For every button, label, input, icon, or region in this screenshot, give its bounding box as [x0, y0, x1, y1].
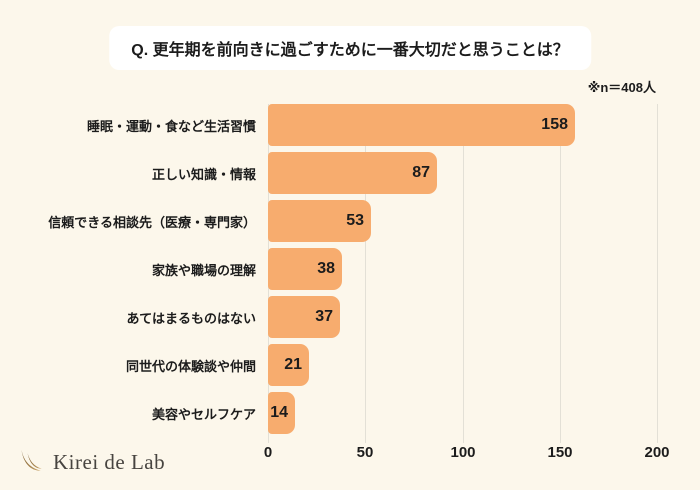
bar-value-label: 158: [541, 116, 568, 133]
x-tick-label: 0: [263, 444, 273, 461]
bar-track: 53: [268, 200, 684, 242]
x-tick-label: 50: [356, 444, 374, 461]
brand-logo: Kirei de Lab: [18, 447, 165, 477]
category-label: 美容やセルフケア: [151, 406, 256, 422]
bar-track: 37: [268, 296, 684, 338]
chart-row: 家族や職場の理解 38: [16, 245, 684, 293]
bar-track: 38: [268, 248, 684, 290]
bar-value-label: 87: [412, 164, 430, 181]
x-tick-label: 200: [644, 444, 670, 461]
bar[interactable]: 21: [268, 344, 309, 386]
category-label: 睡眠・運動・食など生活習慣: [86, 118, 256, 134]
chart-rows: 睡眠・運動・食など生活習慣 158 正しい知識・情報 87 信頼できる相談先（医療・専門…: [16, 101, 684, 437]
bar-track: 14: [268, 392, 684, 434]
category-label: 同世代の体験談や仲間: [125, 358, 256, 374]
gridline: [365, 104, 366, 443]
bar-chart: 睡眠・運動・食など生活習慣 158 正しい知識・情報 87 信頼できる相談先（医療・専門…: [16, 101, 684, 463]
category-label: あてはまるものはない: [126, 310, 256, 326]
chart-row: あてはまるものはない 37: [16, 293, 684, 341]
bar-value-label: 37: [315, 308, 333, 325]
chart-row: 美容やセルフケア 14: [16, 389, 684, 437]
bar-track: 87: [268, 152, 684, 194]
chart-title: Q. 更年期を前向きに過ごすために一番大切だと思うことは？: [109, 26, 591, 70]
bar-track: 158: [268, 104, 684, 146]
category-label: 家族や職場の理解: [151, 262, 256, 278]
sample-size-note: ※n＝408人: [587, 80, 656, 95]
chart-row: 同世代の体験談や仲間 21: [16, 341, 684, 389]
brand-logo-text: Kirei de Lab: [53, 449, 166, 474]
lash-swoosh-icon: [21, 449, 42, 471]
bar[interactable]: 14: [268, 392, 295, 434]
x-tick-label: 150: [547, 444, 573, 461]
gridline: [560, 104, 561, 443]
chart-row: 正しい知識・情報 87: [16, 149, 684, 197]
bar-track: 21: [268, 344, 684, 386]
chart-row: 信頼できる相談先（医療・専門家） 53: [16, 197, 684, 245]
x-axis: 0 50 100 150 200: [264, 444, 673, 464]
gridline: [463, 104, 464, 443]
gridline: [657, 104, 658, 443]
bar-value-label: 14: [270, 404, 288, 421]
x-tick-label: 100: [450, 444, 476, 461]
bar-value-label: 21: [284, 356, 302, 373]
bar[interactable]: 87: [268, 152, 437, 194]
bar[interactable]: 37: [268, 296, 340, 338]
bar[interactable]: 158: [268, 104, 575, 146]
category-label: 信頼できる相談先（医療・専門家）: [48, 214, 256, 230]
bar[interactable]: 38: [268, 248, 342, 290]
bar-value-label: 38: [317, 260, 335, 277]
bar-value-label: 53: [346, 212, 364, 229]
chart-row: 睡眠・運動・食など生活習慣 158: [16, 101, 684, 149]
bar[interactable]: 53: [268, 200, 371, 242]
category-label: 正しい知識・情報: [151, 166, 256, 182]
